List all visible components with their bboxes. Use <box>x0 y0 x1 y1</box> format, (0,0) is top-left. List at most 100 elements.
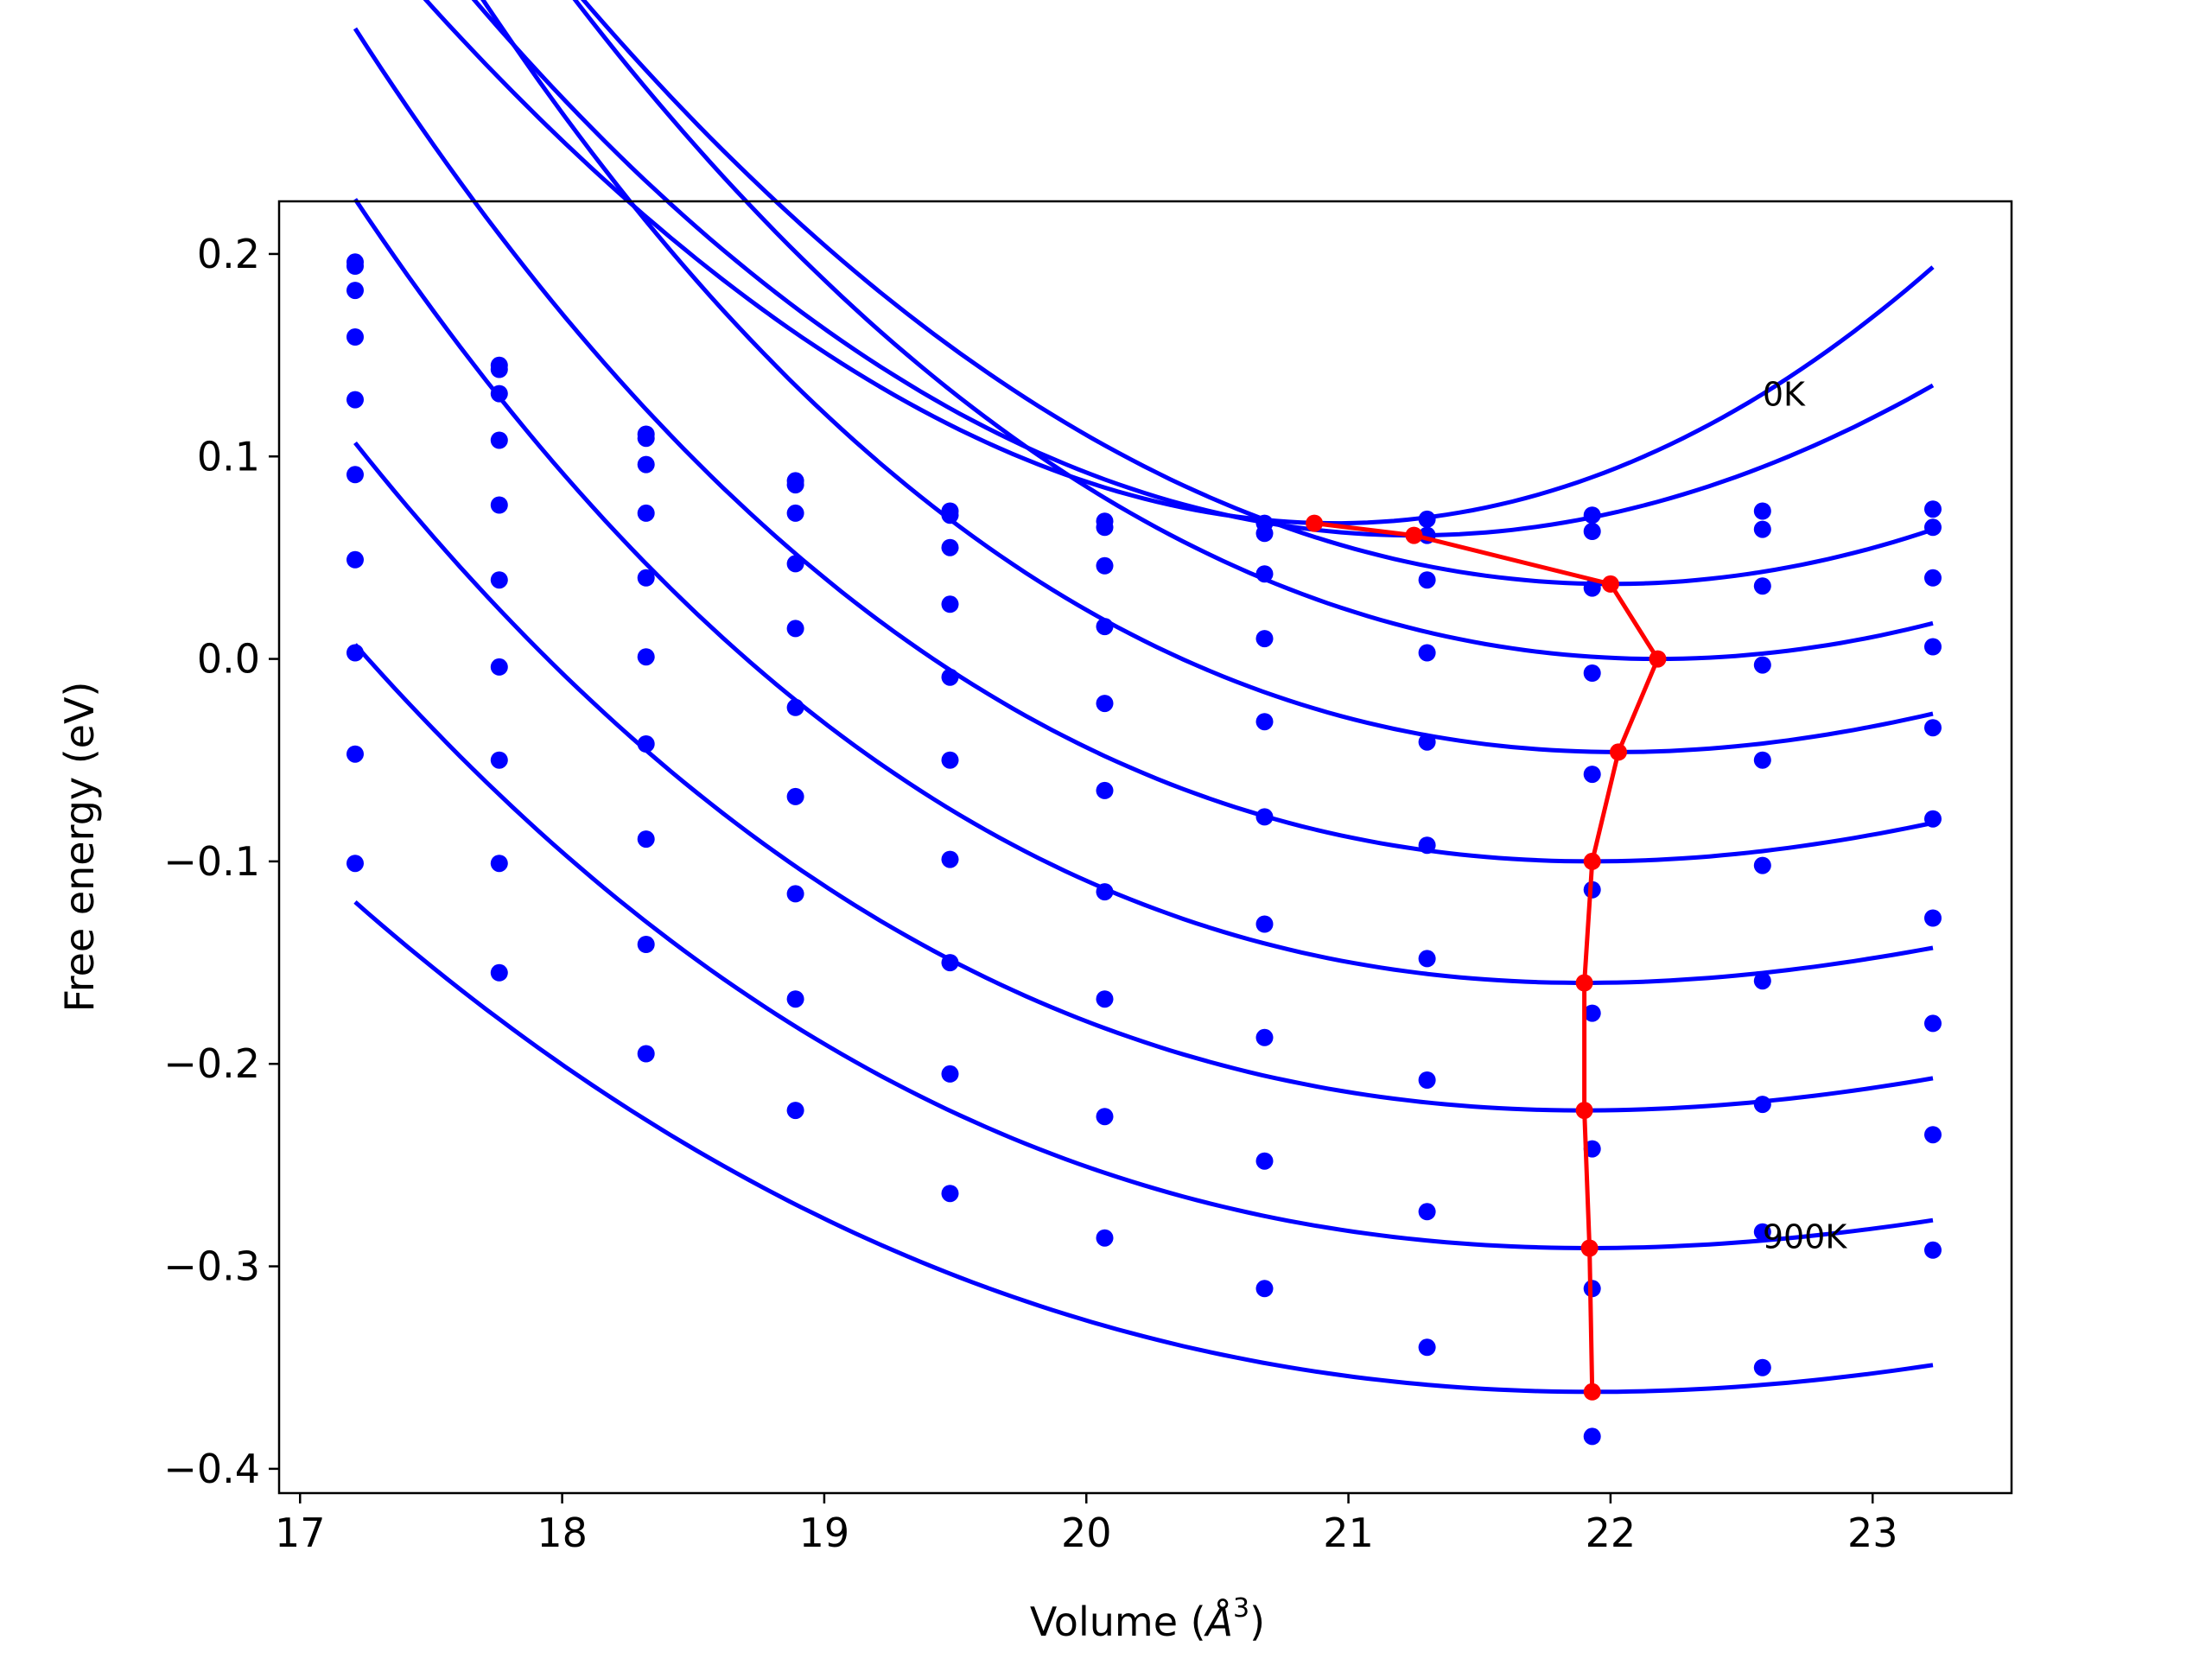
data-point <box>941 850 959 868</box>
data-point <box>1255 524 1274 543</box>
data-point <box>1418 1071 1436 1089</box>
data-point <box>1924 500 1942 518</box>
fit-curve-5 <box>353 27 1934 864</box>
data-point <box>1096 695 1114 713</box>
data-point <box>1096 1108 1114 1126</box>
data-point <box>786 1102 804 1120</box>
data-point <box>1924 810 1942 828</box>
x-tick-label: 19 <box>799 1510 850 1556</box>
data-point <box>1753 502 1771 520</box>
minimum-point <box>1405 526 1423 544</box>
x-tick-label: 22 <box>1586 1510 1637 1556</box>
data-point <box>1583 579 1601 597</box>
data-point <box>1753 577 1771 595</box>
data-point <box>490 431 508 449</box>
data-point <box>1255 1280 1274 1298</box>
data-point <box>1583 523 1601 540</box>
y-axis-label: Free energy (eV) <box>56 682 103 1013</box>
data-point <box>1418 950 1436 968</box>
data-point <box>1583 664 1601 682</box>
annotations: 0K 900K <box>1763 376 1848 1256</box>
data-point <box>637 648 655 666</box>
plot-frame <box>277 200 2013 1495</box>
y-tick-label: −0.4 <box>163 1446 260 1492</box>
data-point <box>941 595 959 613</box>
data-point <box>1924 1241 1942 1259</box>
data-point <box>490 360 508 378</box>
annotation-label: 900K <box>1763 1217 1848 1255</box>
fit-curve-6 <box>353 198 1934 985</box>
data-point <box>1096 990 1114 1008</box>
data-point <box>1753 1223 1771 1241</box>
data-point <box>786 698 804 716</box>
data-point <box>346 282 364 300</box>
data-point <box>1255 565 1274 583</box>
x-axis-label: Volume (Å3) <box>1030 1593 1265 1645</box>
fit-curve-7 <box>353 441 1934 1113</box>
minimum-point <box>1649 650 1667 668</box>
data-point <box>346 745 364 763</box>
data-point <box>1924 909 1942 927</box>
data-point <box>941 751 959 769</box>
fit-curve-8 <box>353 643 1934 1251</box>
data-point <box>346 328 364 346</box>
fit-curve-2 <box>581 0 1934 587</box>
data-point <box>1418 1203 1436 1221</box>
fit-curve-0 <box>423 0 1935 526</box>
minimum-point <box>1610 743 1627 761</box>
data-point <box>490 571 508 589</box>
y-tick-label: 0.2 <box>197 231 260 277</box>
minimum-point <box>1575 1102 1593 1120</box>
data-point <box>637 1045 655 1063</box>
data-point <box>941 538 959 556</box>
fit-curves <box>353 0 1935 1395</box>
data-point <box>786 885 804 903</box>
x-tick-label: 17 <box>275 1510 326 1556</box>
data-point <box>1583 506 1601 524</box>
data-point <box>1583 766 1601 784</box>
data-point <box>1924 1126 1942 1144</box>
data-point <box>1753 520 1771 538</box>
data-point <box>346 466 364 484</box>
data-point <box>490 496 508 514</box>
data-point <box>1096 556 1114 575</box>
data-point <box>1255 1152 1274 1170</box>
minimum-point <box>1583 852 1601 870</box>
data-points <box>346 253 1942 1446</box>
minimum-point <box>1306 514 1324 532</box>
fit-curve-1 <box>471 0 1935 538</box>
data-point <box>1753 656 1771 674</box>
x-tick-label: 18 <box>537 1510 588 1556</box>
data-point <box>1753 751 1771 769</box>
y-tick-label: −0.1 <box>163 838 260 885</box>
annotation-label: 0K <box>1763 376 1806 414</box>
x-tick-label: 21 <box>1323 1510 1374 1556</box>
data-point <box>1753 972 1771 990</box>
data-point <box>490 751 508 769</box>
data-point <box>637 735 655 753</box>
y-axis-ticks: 0.2 0.1 0.0 −0.1 −0.2 −0.3 −0.4 <box>163 231 279 1492</box>
data-point <box>346 257 364 275</box>
minimum-point <box>1601 575 1619 593</box>
data-point <box>1096 518 1114 537</box>
data-point <box>786 504 804 522</box>
y-tick-label: 0.0 <box>197 636 260 683</box>
x-tick-label: 23 <box>1847 1510 1898 1556</box>
data-point <box>346 855 364 873</box>
data-point <box>1255 713 1274 731</box>
data-point <box>786 787 804 805</box>
data-point <box>1418 510 1436 528</box>
data-point <box>1418 644 1436 662</box>
data-point <box>346 550 364 569</box>
data-point <box>637 504 655 522</box>
y-tick-label: −0.2 <box>163 1040 260 1087</box>
x-tick-label: 20 <box>1061 1510 1112 1556</box>
data-point <box>786 620 804 638</box>
data-point <box>1255 630 1274 648</box>
data-point <box>1418 1338 1436 1357</box>
minimum-point <box>1580 1239 1599 1257</box>
minima-line <box>1313 521 1661 1392</box>
data-point <box>1418 733 1436 751</box>
data-point <box>490 855 508 873</box>
